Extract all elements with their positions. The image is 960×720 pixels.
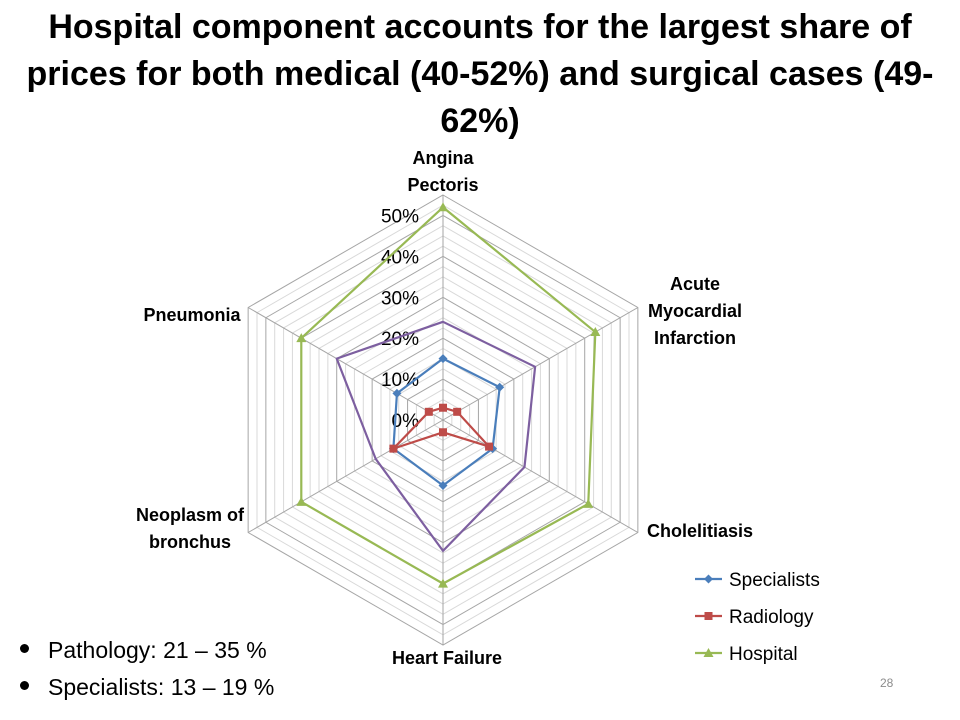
data-point-radiology [389,444,398,453]
legend-label: Hospital [729,644,798,665]
bullet-list: Pathology: 21 – 35 % Specialists: 13 – 1… [18,632,274,706]
bullet-text: Pathology: 21 – 35 % [48,637,267,663]
data-point-specialists [495,382,505,392]
category-label: Cholelitiasis [647,521,753,541]
category-label: Neoplasm of bronchus [136,505,245,552]
data-point-radiology [439,403,447,412]
slide-title: Hospital component accounts for the larg… [26,8,934,140]
data-point-hospital [438,202,448,212]
data-point-hospital [438,578,448,588]
legend-label: Radiology [729,607,814,628]
spoke [247,307,444,421]
series-line-pathology [335,320,537,553]
spoke [247,419,444,533]
data-point-specialists [438,354,448,364]
legend-marker-specialists [704,574,713,584]
spoke [442,307,639,421]
data-point-hospital [590,327,601,337]
category-label: Pneumonia [143,305,241,325]
data-point-radiology [453,407,462,416]
bullet-dot-icon [20,644,29,653]
radial-tick-label: 50% [381,206,419,227]
bullet-dot-icon [20,681,29,690]
legend-marker-radiology [704,612,713,620]
category-label: Heart Failure [392,648,502,668]
legend-label: Specialists [729,570,820,591]
radial-tick-label: 10% [381,370,419,391]
data-point-hospital [296,333,307,343]
bullet-specialists: Specialists: 13 – 19 % [18,669,274,706]
category-label: Angina Pectoris [407,148,478,195]
bullet-text: Specialists: 13 – 19 % [48,674,275,700]
legend-marker-hospital [703,648,714,657]
data-point-radiology [424,407,433,416]
data-point-hospital [296,496,307,506]
data-point-hospital [583,498,594,508]
spoke [442,419,639,533]
slide-number: 28 [880,676,894,690]
radial-tick-label: 30% [381,288,419,309]
data-point-radiology [439,428,447,437]
data-point-specialists [438,480,448,490]
bullet-pathology: Pathology: 21 – 35 % [18,632,274,669]
radial-tick-label: 0% [392,411,420,432]
radial-tick-label: 40% [381,247,419,268]
data-point-specialists [392,388,402,398]
category-label: Acute Myocardial Infarction [648,274,742,348]
data-point-radiology [485,442,494,451]
